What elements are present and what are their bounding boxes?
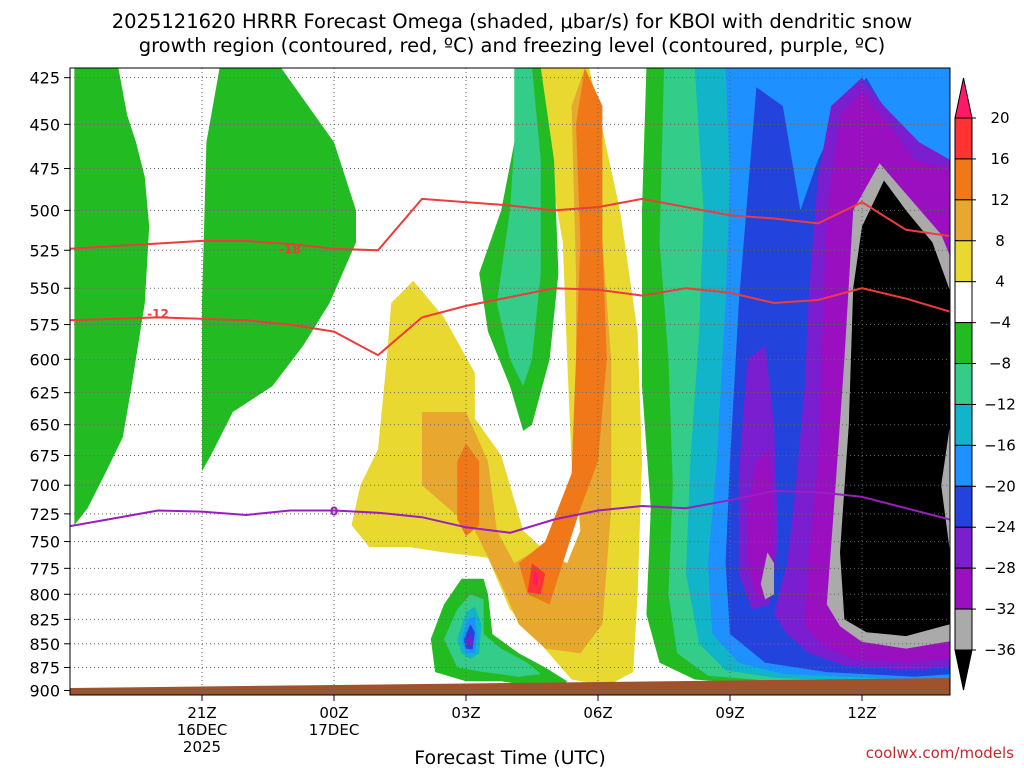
x-tick-label-0-2: 2025: [183, 738, 221, 756]
colorbar-label-8: −16: [984, 436, 1016, 454]
omega-region-descent-minus4-1: [202, 68, 356, 472]
y-tick-label-575: 575: [29, 316, 60, 335]
y-tick-label-475: 475: [29, 160, 60, 179]
omega-region-lift-12-5: [518, 68, 607, 605]
colorbar-swatch-12: [954, 567, 973, 610]
colorbar-top-arrow: [954, 77, 973, 119]
x-tick-label-3-0: 06Z: [583, 704, 612, 722]
contour-line-1: [70, 287, 950, 357]
colorbar-label-13: −36: [984, 641, 1016, 659]
grid-lines: [70, 68, 950, 695]
x-tick-label-0-1: 16DEC: [177, 721, 228, 739]
colorbar-swatch-9: [954, 444, 973, 487]
contour-label-2: 0: [330, 504, 338, 518]
colorbar-swatch-5: [954, 281, 973, 324]
contour-labels: -18 -12 0: [147, 243, 338, 519]
plot-frame: [69, 67, 951, 696]
colorbar-swatch-8: [954, 403, 973, 446]
omega-region-descent-minus32-26: [760, 552, 774, 600]
contour-lines: [70, 197, 950, 534]
y-tick-label-725: 725: [29, 505, 60, 524]
contour-label-1: -12: [147, 307, 169, 321]
x-tick-label-1-0: 00Z: [319, 704, 348, 722]
colorbar-swatch-4: [954, 240, 973, 283]
colorbar-legend: 20 16 12 8 4 −4 −8 −12 −16 −20 −24 −28 −32 −36: [954, 77, 1016, 691]
y-tick-label-750: 750: [29, 533, 60, 552]
omega-region-lift-12-4: [457, 443, 480, 537]
contour-line-2: [70, 489, 950, 534]
colorbar-label-3: 8: [995, 232, 1005, 250]
colorbar-label-7: −12: [984, 395, 1016, 413]
colorbar-swatch-10: [954, 485, 973, 528]
colorbar-label-5: −4: [989, 314, 1011, 332]
omega-region-descent-minus8-9: [496, 68, 541, 387]
colorbar-label-12: −32: [984, 600, 1016, 618]
omega-region-descent-minus24-15: [466, 632, 473, 647]
chart-title-line-1: 2025121620 HRRR Forecast Omega (shaded, …: [112, 10, 913, 33]
y-tick-label-600: 600: [29, 350, 60, 369]
y-tick-label-525: 525: [29, 241, 60, 260]
contour-line-0: [70, 197, 950, 252]
y-tick-label-450: 450: [29, 115, 60, 134]
y-tick-label-775: 775: [29, 559, 60, 578]
y-tick-label-850: 850: [29, 635, 60, 654]
x-tick-label-4-0: 09Z: [715, 704, 744, 722]
colorbar-label-6: −8: [989, 355, 1011, 373]
y-tick-label-825: 825: [29, 610, 60, 629]
x-tick-label-0-0: 21Z: [187, 704, 216, 722]
colorbar-swatch-6: [954, 322, 973, 365]
x-tick-label-1-1: 17DEC: [309, 721, 360, 739]
colorbar-label-10: −24: [984, 518, 1016, 536]
colorbar-bottom-arrow: [954, 649, 973, 691]
colorbar-swatch-1: [954, 117, 973, 160]
colorbar-swatch-13: [954, 608, 973, 651]
omega-region-lift-20-7: [532, 571, 539, 587]
omega-region-descent-minus4-0: [74, 68, 150, 526]
colorbar-label-9: −20: [984, 477, 1016, 495]
colorbar-swatch-11: [954, 526, 973, 569]
colorbar-label-0: 20: [990, 109, 1009, 127]
omega-shading: [74, 68, 950, 691]
omega-region-lift-4-2: [351, 68, 642, 686]
y-tick-label-800: 800: [29, 585, 60, 604]
colorbar-label-2: 12: [990, 191, 1009, 209]
chart-title-line-2: growth region (contoured, red, ºC) and f…: [139, 34, 886, 57]
y-tick-label-675: 675: [29, 447, 60, 466]
y-tick-label-500: 500: [29, 201, 60, 220]
colorbar-label-11: −28: [984, 559, 1016, 577]
contour-label-0: -18: [279, 243, 301, 257]
x-tick-label-5-0: 12Z: [847, 704, 876, 722]
x-tick-label-2-0: 03Z: [451, 704, 480, 722]
colorbar-swatch-7: [954, 363, 973, 405]
y-axis-pressure: 425 450 475 500 525 550 575 600 625 650 675 700 725 7…: [29, 69, 70, 700]
y-tick-label-900: 900: [29, 681, 60, 700]
colorbar-label-1: 16: [990, 150, 1009, 168]
colorbar-swatch-3: [954, 199, 973, 242]
y-tick-label-650: 650: [29, 416, 60, 435]
y-tick-label-425: 425: [29, 69, 60, 88]
omega-region-descent-minus36-27: [840, 180, 950, 637]
colorbar-label-4: 4: [995, 273, 1005, 291]
colorbar-swatch-2: [954, 158, 973, 201]
y-tick-label-875: 875: [29, 658, 60, 677]
credit-link[interactable]: coolwx.com/models: [866, 744, 1014, 762]
y-tick-label-700: 700: [29, 476, 60, 495]
x-axis-label: Forecast Time (UTC): [414, 747, 605, 768]
y-tick-label-625: 625: [29, 384, 60, 403]
y-tick-label-550: 550: [29, 279, 60, 298]
